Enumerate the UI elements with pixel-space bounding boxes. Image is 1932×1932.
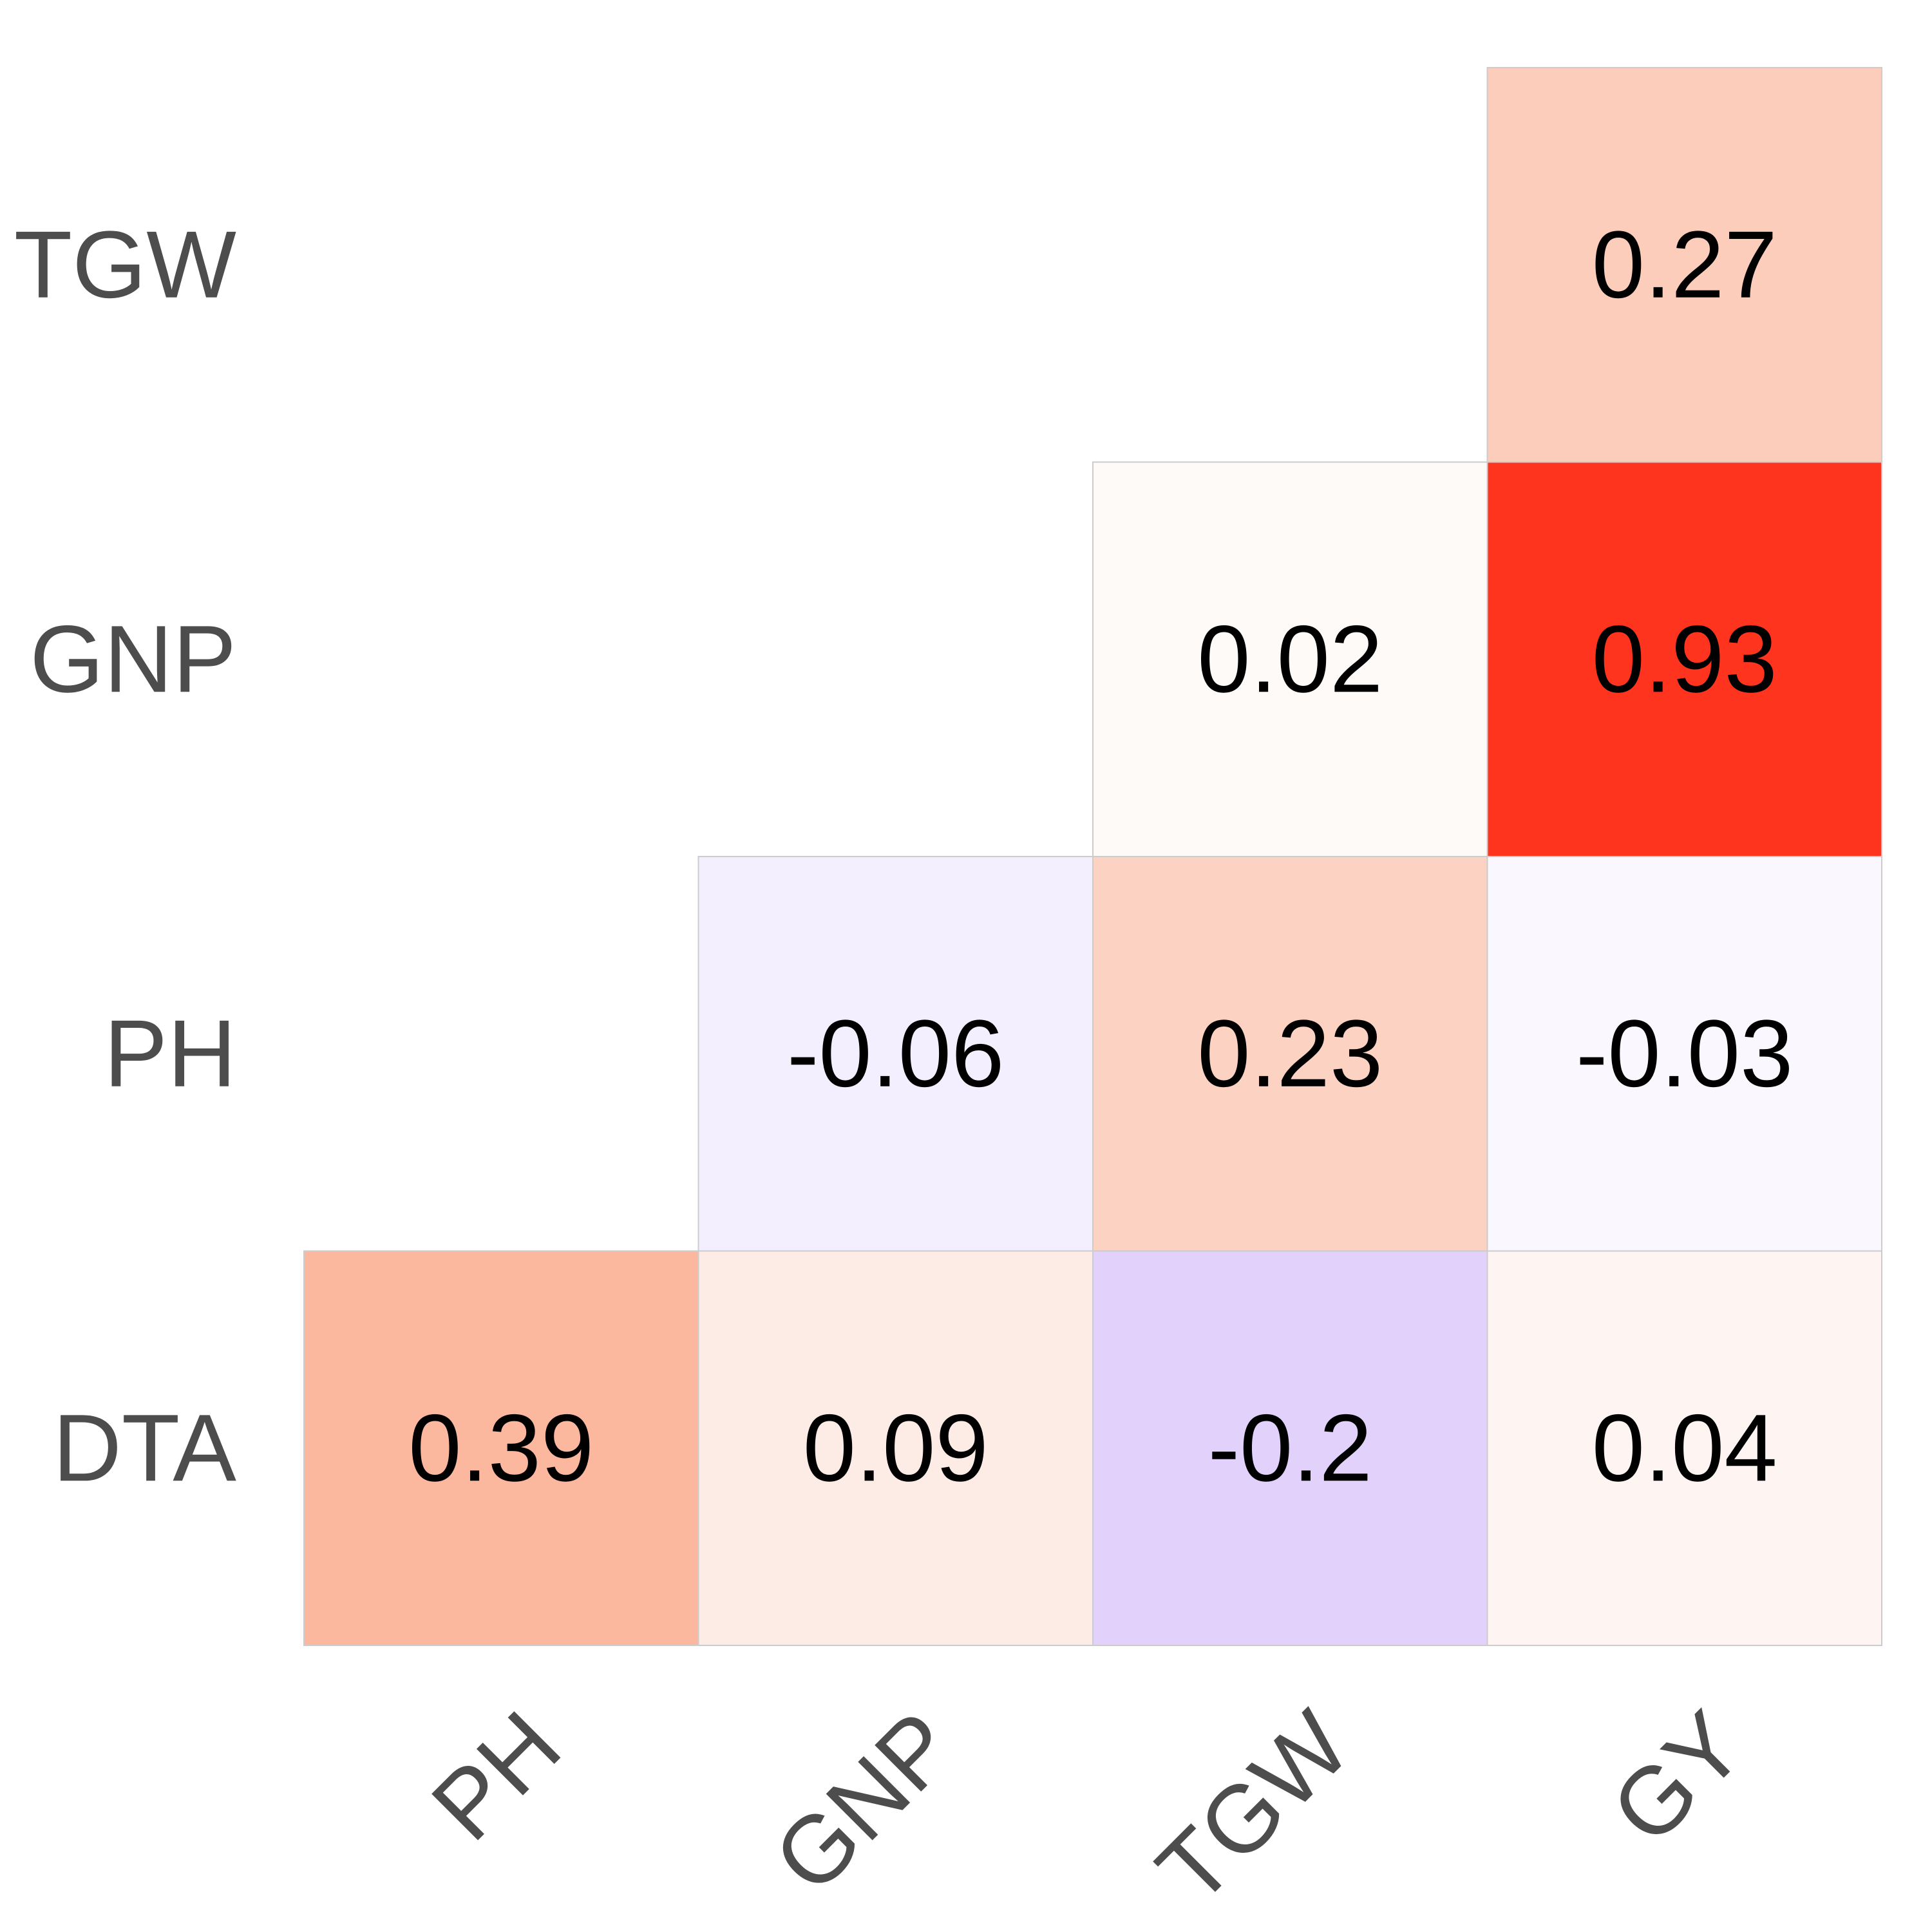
cell-value-label: 0.39	[408, 1395, 594, 1501]
cell-value-label: 0.09	[803, 1395, 989, 1501]
x-tick-label-gy: GY	[1591, 1692, 1764, 1864]
x-tick-label-tgw: TGW	[1137, 1691, 1370, 1924]
cell-value-label: 0.27	[1592, 212, 1777, 318]
cell-value-label: -0.06	[787, 1001, 1004, 1107]
heatmap-cells: 0.39 0.09 -0.2 0.04 -0.06 0.23 -0.03 0.02 0.93 0.…	[303, 67, 1882, 1646]
cell-value-label: 0.23	[1197, 1001, 1383, 1107]
heatmap-cell-gnp-tgw	[1092, 461, 1488, 857]
heatmap-cell-tgw-gy	[1486, 67, 1882, 463]
y-tick-label-dta: DTA	[53, 1395, 236, 1501]
heatmap-cell-ph-tgw	[1092, 856, 1488, 1252]
heatmap-cell-ph-gy	[1486, 856, 1882, 1252]
heatmap-cell-dta-gy	[1486, 1250, 1882, 1646]
cell-value-label: 0.93	[1592, 606, 1777, 712]
cell-value-label: 0.04	[1592, 1395, 1777, 1501]
cell-value-label: 0.02	[1197, 606, 1383, 712]
x-tick-label-gnp: GNP	[754, 1692, 975, 1913]
heatmap-cell-dta-gnp	[697, 1250, 1094, 1646]
heatmap-cell-dta-ph	[303, 1250, 699, 1646]
x-axis-labels: PH GNP TGW GY	[412, 1691, 1765, 1924]
heatmap-cell-ph-gnp	[697, 856, 1094, 1252]
y-tick-label-tgw: TGW	[14, 212, 237, 318]
y-axis-labels: DTA PH GNP TGW	[14, 212, 237, 1502]
x-tick-label-ph: PH	[412, 1692, 581, 1861]
cell-value-label: -0.2	[1208, 1395, 1372, 1501]
y-tick-label-gnp: GNP	[30, 606, 236, 712]
y-tick-label-ph: PH	[104, 1001, 236, 1107]
cell-value-label: -0.03	[1576, 1001, 1793, 1107]
heatmap-cell-gnp-gy	[1486, 461, 1882, 857]
